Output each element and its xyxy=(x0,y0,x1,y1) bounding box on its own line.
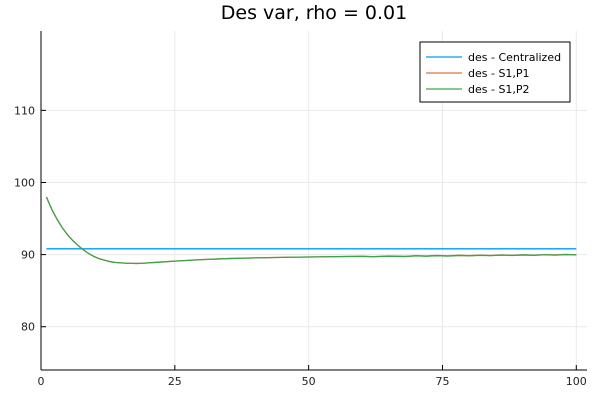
legend: des - Centralized des - S1,P1 des - S1,P2 xyxy=(419,41,571,103)
y-tick-label: 80 xyxy=(21,321,35,334)
legend-label-3: des - S1,P2 xyxy=(468,83,530,96)
series-layer xyxy=(45,196,577,265)
x-tick-label: 25 xyxy=(168,375,182,388)
legend-box xyxy=(419,41,571,103)
ticks: 0 25 50 75 100 80 90 100 110 xyxy=(14,104,587,388)
legend-label-2: des - S1,P1 xyxy=(468,67,530,80)
legend-label-1: des - Centralized xyxy=(468,51,561,64)
x-tick-label: 75 xyxy=(435,375,449,388)
y-tick-label: 90 xyxy=(21,249,35,262)
y-tick-label: 100 xyxy=(14,176,35,189)
x-tick-label: 0 xyxy=(38,375,45,388)
x-tick-label: 100 xyxy=(566,375,587,388)
axes xyxy=(40,31,587,371)
series-line-3 xyxy=(45,196,577,265)
y-tick-label: 110 xyxy=(14,104,35,117)
chart-title: Des var, rho = 0.01 xyxy=(221,2,407,24)
x-tick-label: 50 xyxy=(302,375,316,388)
